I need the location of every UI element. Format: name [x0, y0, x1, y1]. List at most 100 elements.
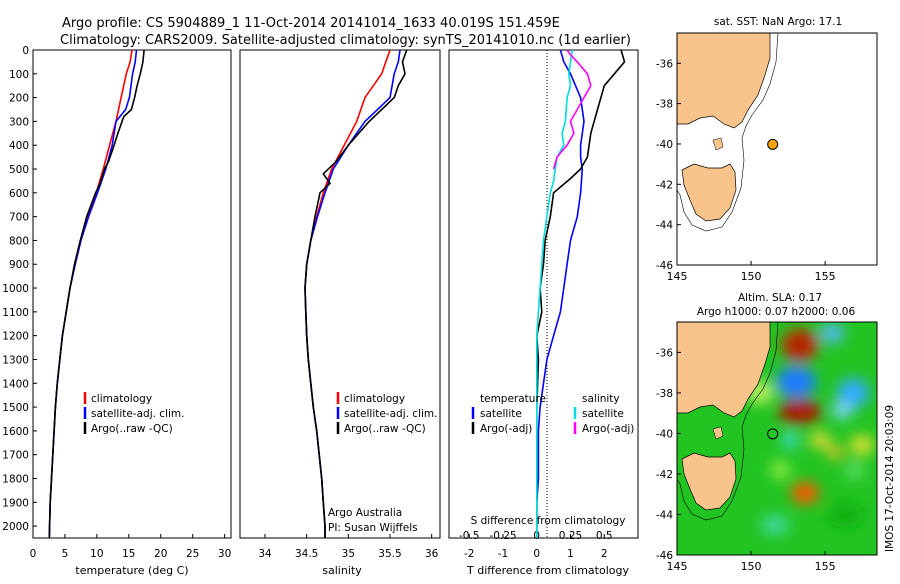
salinity-lines — [304, 50, 408, 538]
sst-map-frame — [676, 32, 878, 266]
sla-heatmap — [677, 322, 877, 555]
legend-climatology: climatology — [91, 393, 152, 405]
sst-map-ticks: 145 150 155 -36 -38 -40 -42 -44 -46 — [656, 58, 836, 283]
depth-tick-label: 1200 — [2, 331, 29, 343]
sla-map-frame — [676, 321, 878, 556]
temperature-tick-label: 10 — [90, 548, 103, 560]
lon-tick-label: 145 — [667, 270, 688, 283]
mainland — [677, 33, 771, 129]
header-line-2: Climatology: CARS2009. Satellite-adjuste… — [60, 33, 631, 48]
s-difference-tick-label: 0.25 — [559, 530, 582, 542]
temperature-tick-label: 30 — [218, 548, 231, 560]
legend-satellite-adj: satellite-adj. clim. — [91, 408, 184, 420]
temperature-xlabel: temperature (deg C) — [75, 564, 188, 577]
t-difference-xlabel: T difference from climatology — [466, 564, 629, 577]
legend-satellite-adj: satellite-adj. clim. — [344, 408, 437, 420]
temperature-tick-label: 5 — [62, 548, 69, 560]
depth-tick-label: 1300 — [2, 354, 29, 366]
lat-tick-label: -36 — [656, 58, 673, 70]
difference-tick-label: 2 — [601, 548, 608, 560]
sla-map-title: Altim. SLA: 0.17 — [738, 292, 822, 304]
lat-tick-label: -44 — [656, 220, 673, 232]
salinity-tick-label: 35 — [342, 548, 355, 560]
depth-tick-label: 0 — [22, 45, 29, 57]
sla-map-ticks: 145 150 155 -36 -38 -40 -42 -44 -46 — [656, 347, 836, 573]
depth-tick-label: 400 — [9, 140, 29, 152]
shelf-contour — [677, 33, 779, 232]
mainland — [677, 322, 771, 418]
temperature-lines — [48, 50, 145, 538]
salinity-tick-label: 34.5 — [295, 548, 318, 560]
header-line-1: Argo profile: CS 5904889_1 11-Oct-2014 2… — [62, 16, 560, 31]
salinity-tick-label: 35.5 — [378, 548, 401, 560]
depth-tick-label: 1500 — [2, 402, 29, 414]
difference-tick-label: -2 — [464, 548, 474, 560]
depth-tick-label: 100 — [9, 69, 29, 81]
legend-climatology: climatology — [344, 393, 405, 405]
sst-map: sat. SST: NaN Argo: 17.1 145 150 155 -36 -38… — [656, 16, 878, 283]
island — [712, 426, 724, 440]
salinity-axes-box — [239, 49, 441, 539]
salinity-legend: climatology satellite-adj. clim. Argo(..… — [336, 392, 437, 435]
temperature-tick-label: 0 — [30, 548, 37, 560]
legend-argo: Argo(..raw -QC) — [344, 423, 426, 435]
depth-tick-label: 1700 — [2, 450, 29, 462]
argo-australia-label: Argo Australia — [328, 507, 402, 519]
salinity-panel: 34 34.5 35 35.5 36 salinity climatology sate… — [239, 49, 441, 577]
pi-label: PI: Susan Wijffels — [328, 522, 418, 534]
lon-tick-label: 145 — [667, 560, 688, 573]
depth-tick-label: 700 — [9, 212, 29, 224]
depth-tick-label: 1400 — [2, 378, 29, 390]
legend-s-argo: Argo(-adj) — [582, 423, 634, 435]
difference-tick-label: -1 — [498, 548, 508, 560]
lon-tick-label: 150 — [741, 270, 762, 283]
salinity-tick-label: 34 — [258, 548, 272, 560]
depth-tick-label: 900 — [9, 259, 29, 271]
salinity-tick-label: 36 — [425, 548, 439, 560]
depth-tick-label: 300 — [9, 116, 29, 128]
depth-tick-label: 600 — [9, 188, 29, 200]
difference-salinity-argo-adj-line — [552, 50, 592, 170]
s-difference-tick-label: 0.5 — [596, 530, 613, 542]
salinity-xticks: 34 34.5 35 35.5 36 — [258, 534, 439, 560]
island — [712, 137, 724, 151]
shelf-contour — [677, 322, 779, 521]
difference-satellite-line — [535, 50, 585, 538]
difference-tick-label: 1 — [567, 548, 574, 560]
s-difference-tick-label: -0.25 — [489, 530, 516, 542]
argo-location-marker — [767, 138, 779, 150]
difference-tick-label: 0 — [533, 548, 540, 560]
imos-watermark: IMOS 17-Oct-2014 20:03:09 — [884, 405, 896, 552]
temperature-panel: 0100200300400500600700800900100011001200… — [2, 45, 232, 577]
depth-tick-label: 1800 — [2, 473, 29, 485]
lat-tick-label: -36 — [656, 347, 673, 359]
s-difference-tick-label: -0.5 — [459, 530, 480, 542]
s-difference-xlabel: S difference from climatology — [471, 515, 626, 527]
legend-t-argo: Argo(-adj) — [480, 423, 532, 435]
legend-salinity-heading: salinity — [582, 393, 620, 405]
difference-panel: -2 -1 0 1 2-0.5 -0.25 0 0.25 0.5 T difference fr… — [448, 49, 639, 577]
difference-lines — [535, 50, 626, 538]
depth-tick-label: 1900 — [2, 497, 29, 509]
salinity-xlabel: salinity — [322, 564, 362, 577]
legend-temperature-heading: temperature — [480, 393, 546, 405]
temperature-tick-label: 20 — [154, 548, 167, 560]
tasmania — [681, 163, 737, 222]
temperature-tick-label: 25 — [186, 548, 199, 560]
lon-tick-label: 155 — [815, 270, 836, 283]
depth-tick-label: 2000 — [2, 521, 29, 533]
temperature-argo-raw-qc-line — [48, 50, 145, 538]
lat-tick-label: -42 — [656, 179, 673, 191]
salinity-argo-raw-qc-line — [304, 50, 408, 538]
temperature-tick-label: 15 — [122, 548, 135, 560]
sst-map-land — [677, 33, 779, 232]
tasmania — [681, 452, 737, 511]
depth-tick-label: 1000 — [2, 283, 29, 295]
depth-tick-label: 500 — [9, 164, 29, 176]
depth-tick-label: 1100 — [2, 307, 29, 319]
lat-tick-label: -46 — [656, 550, 673, 562]
depth-tick-label: 800 — [9, 235, 29, 247]
lon-tick-label: 150 — [741, 560, 762, 573]
lat-tick-label: -46 — [656, 260, 673, 272]
